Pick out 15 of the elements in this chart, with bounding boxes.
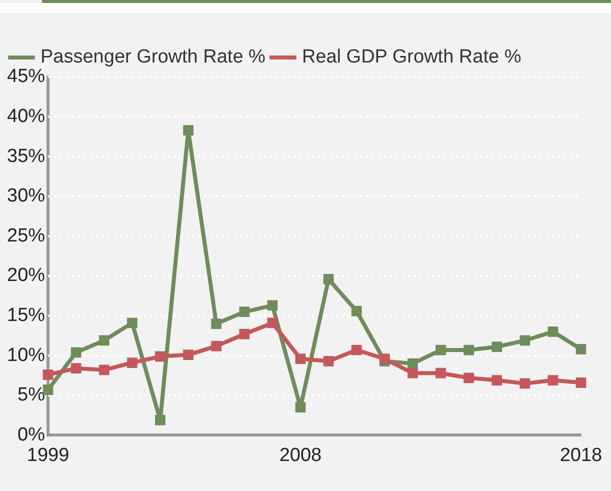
y-tick-label: 30% [6,186,46,207]
y-tick-label: 0% [18,424,46,446]
x-tick-label: 2008 [279,444,322,466]
x-tick-label: 2018 [560,444,602,466]
y-tick-label: 45% [6,66,46,88]
y-tick-label: 25% [6,225,46,246]
legend-label: Real GDP Growth Rate % [302,46,522,68]
legend-label: Passenger Growth Rate % [40,46,266,68]
y-tick-label: 10% [6,344,46,366]
y-tick-label: 40% [6,106,46,128]
y-tick-label: 5% [18,384,46,406]
y-tick-label: 20% [6,265,46,286]
x-tick-label: 1999 [26,444,70,466]
y-tick-label: 15% [6,305,46,326]
y-tick-label: 35% [6,146,46,167]
